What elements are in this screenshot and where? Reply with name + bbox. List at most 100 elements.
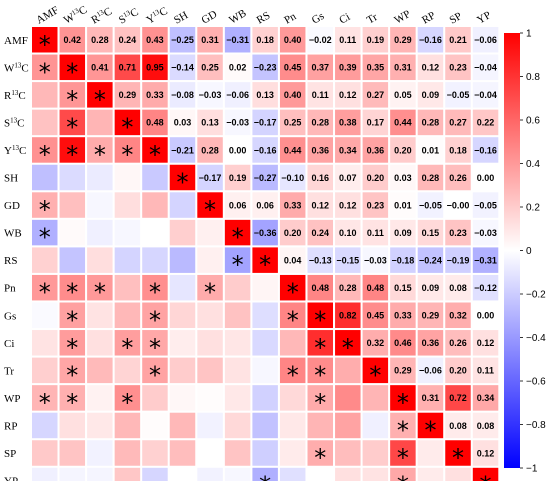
significance-star: * bbox=[480, 472, 492, 481]
heatmap-cell bbox=[472, 82, 499, 108]
heatmap-cell bbox=[307, 82, 333, 108]
heatmap-cell bbox=[362, 247, 389, 273]
heatmap-cell bbox=[472, 330, 499, 356]
heatmap-cell bbox=[114, 385, 141, 411]
heatmap-cell bbox=[224, 412, 251, 439]
heatmap-cell bbox=[114, 164, 141, 191]
cell-value-label: 0.45 bbox=[367, 311, 385, 321]
heatmap-cell bbox=[197, 274, 223, 301]
heatmap-cell bbox=[252, 467, 278, 481]
heatmap-cell bbox=[87, 330, 113, 356]
heatmap-cell bbox=[142, 385, 168, 411]
row-label: SH bbox=[4, 173, 18, 185]
significance-star: * bbox=[149, 279, 161, 307]
column-label: RS bbox=[255, 9, 273, 26]
heatmap-cell bbox=[87, 27, 113, 53]
heatmap-cell bbox=[445, 274, 471, 301]
heatmap-cell bbox=[307, 247, 333, 273]
heatmap-cell bbox=[417, 109, 444, 136]
significance-star: * bbox=[287, 279, 299, 307]
heatmap-cell bbox=[362, 274, 389, 301]
cell-value-label: 0.29 bbox=[394, 366, 412, 376]
cell-value-label: −0.10 bbox=[281, 173, 304, 183]
heatmap-cell bbox=[307, 54, 333, 81]
significance-star: * bbox=[149, 306, 161, 334]
heatmap-cell bbox=[472, 440, 499, 466]
cell-value-label: 0.03 bbox=[394, 173, 412, 183]
heatmap-cell bbox=[32, 330, 58, 356]
heatmap-cell bbox=[307, 467, 333, 481]
significance-star: * bbox=[39, 31, 51, 59]
heatmap-cell bbox=[472, 54, 499, 81]
cell-value-label: 0.44 bbox=[394, 118, 412, 128]
heatmap-cell bbox=[169, 357, 196, 384]
heatmap-cell bbox=[142, 82, 168, 108]
heatmap-cell bbox=[224, 27, 251, 53]
cell-value-label: −0.15 bbox=[336, 255, 359, 265]
heatmap-cell bbox=[362, 109, 389, 136]
significance-star: * bbox=[121, 141, 133, 169]
significance-star: * bbox=[94, 141, 106, 169]
heatmap-cell bbox=[32, 247, 58, 273]
significance-star: * bbox=[66, 361, 78, 389]
row-label: GD bbox=[4, 200, 20, 212]
cell-value-label: 0.29 bbox=[422, 311, 440, 321]
significance-star: * bbox=[397, 444, 409, 472]
heatmap-cell bbox=[279, 247, 306, 273]
cell-value-label: −0.16 bbox=[419, 35, 442, 45]
cell-value-label: −0.18 bbox=[392, 255, 415, 265]
heatmap-cell bbox=[445, 330, 471, 356]
column-label: Y13C bbox=[144, 4, 170, 26]
heatmap-cell bbox=[279, 82, 306, 108]
heatmap-cell bbox=[169, 54, 196, 81]
heatmap-cell bbox=[335, 467, 361, 481]
significance-star: * bbox=[149, 334, 161, 362]
heatmap-cell bbox=[417, 192, 444, 218]
heatmap-cell bbox=[362, 412, 389, 439]
cell-value-label: −0.17 bbox=[199, 173, 222, 183]
cell-value-label: 0.09 bbox=[422, 283, 440, 293]
cell-value-label: 0.27 bbox=[367, 90, 385, 100]
heatmap-cell bbox=[390, 137, 416, 163]
cell-value-label: 0.04 bbox=[284, 255, 302, 265]
variable-label-base: WB bbox=[4, 228, 22, 240]
cell-value-label: −0.31 bbox=[226, 35, 249, 45]
cell-value-label: 0.25 bbox=[284, 118, 302, 128]
heatmap-cell bbox=[197, 440, 223, 466]
variable-label-tail: C bbox=[102, 5, 114, 19]
cell-value-label: 0.26 bbox=[449, 338, 467, 348]
heatmap-cell bbox=[169, 274, 196, 301]
heatmap-cell bbox=[197, 82, 223, 108]
heatmap-cell bbox=[114, 440, 141, 466]
cell-value-label: 0.25 bbox=[201, 63, 219, 73]
cell-value-label: 0.36 bbox=[422, 338, 440, 348]
heatmap-cell bbox=[169, 109, 196, 136]
heatmap-cell bbox=[142, 247, 168, 273]
heatmap-cell bbox=[169, 247, 196, 273]
cell-value-label: 0.45 bbox=[284, 63, 302, 73]
cell-value-label: 0.43 bbox=[146, 35, 164, 45]
significance-star: * bbox=[259, 251, 271, 279]
cell-value-label: −0.36 bbox=[254, 228, 277, 238]
heatmap-cell bbox=[142, 302, 168, 328]
significance-star: * bbox=[39, 279, 51, 307]
significance-star: * bbox=[314, 361, 326, 389]
column-label: Pn bbox=[282, 10, 298, 26]
variable-label-base: YP bbox=[4, 476, 18, 481]
variable-label-tail: C bbox=[21, 62, 28, 74]
cell-value-label: 0.00 bbox=[229, 145, 247, 155]
heatmap-cell bbox=[279, 27, 306, 53]
cell-value-label: −0.05 bbox=[419, 200, 442, 210]
cell-value-label: 0.23 bbox=[449, 63, 467, 73]
heatmap-cell bbox=[307, 164, 333, 191]
column-label: R13C bbox=[89, 4, 114, 26]
significance-star: * bbox=[397, 472, 409, 481]
variable-label-tail: C bbox=[18, 90, 25, 102]
heatmap-cell bbox=[335, 412, 361, 439]
cell-value-label: 0.19 bbox=[367, 35, 385, 45]
row-labels: AMFW13CR13CS13CY13CSHGDWBRSPnGsCiTrWPRPS… bbox=[4, 35, 29, 481]
heatmap-cell bbox=[472, 164, 499, 191]
significance-star: * bbox=[121, 389, 133, 417]
heatmap-cell bbox=[335, 27, 361, 53]
variable-label-base: R bbox=[4, 90, 12, 102]
